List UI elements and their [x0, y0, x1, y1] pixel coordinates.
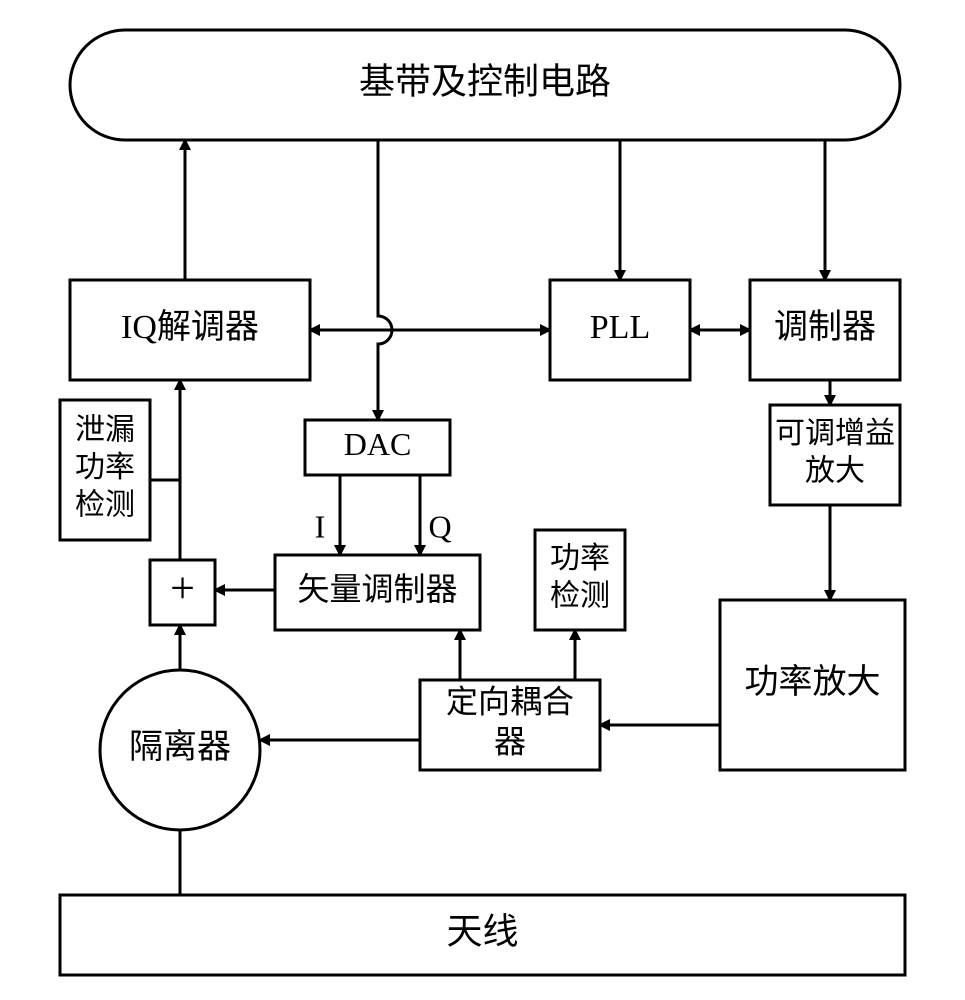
- node-summer: +: [150, 560, 215, 625]
- node-vector_mod: 矢量调制器: [275, 555, 480, 630]
- node-dac: DAC: [305, 420, 450, 475]
- node-label: PLL: [590, 309, 650, 346]
- node-label: 隔离器: [129, 728, 231, 766]
- label-I: I: [315, 508, 326, 544]
- node-label: 器: [494, 723, 526, 759]
- node-label: 基带及控制电路: [359, 61, 611, 101]
- node-label: 检测: [75, 488, 135, 521]
- node-vga: 可调增益放大: [770, 405, 900, 505]
- label-Q: Q: [428, 508, 451, 544]
- node-label: +: [170, 564, 195, 613]
- node-label: 功率放大: [745, 663, 881, 701]
- node-label: 可调增益: [775, 417, 895, 450]
- node-label: 矢量调制器: [297, 571, 457, 607]
- node-label: IQ解调器: [121, 308, 259, 346]
- node-label: 功率: [550, 542, 610, 575]
- node-label: DAC: [344, 426, 412, 462]
- node-pll: PLL: [550, 280, 690, 380]
- node-iq_demod: IQ解调器: [70, 280, 310, 380]
- node-leak_power_detect: 泄漏功率检测: [60, 400, 150, 540]
- node-label: 天线: [446, 911, 518, 951]
- node-antenna: 天线: [60, 895, 905, 975]
- node-coupler: 定向耦合器: [420, 680, 600, 770]
- node-modulator: 调制器: [750, 280, 900, 380]
- node-label: 功率: [75, 451, 135, 484]
- node-baseband: 基带及控制电路: [70, 30, 900, 140]
- node-isolator: 隔离器: [100, 670, 260, 830]
- block-diagram: 基带及控制电路IQ解调器PLL调制器泄漏功率检测DAC可调增益放大+矢量调制器功…: [0, 0, 965, 1000]
- node-label: 定向耦合: [446, 683, 574, 719]
- node-power_detect: 功率检测: [535, 530, 625, 630]
- node-power_amp: 功率放大: [720, 600, 905, 770]
- node-label: 调制器: [774, 309, 876, 346]
- node-label: 检测: [550, 580, 610, 613]
- node-label: 放大: [805, 455, 865, 488]
- node-label: 泄漏: [75, 413, 135, 446]
